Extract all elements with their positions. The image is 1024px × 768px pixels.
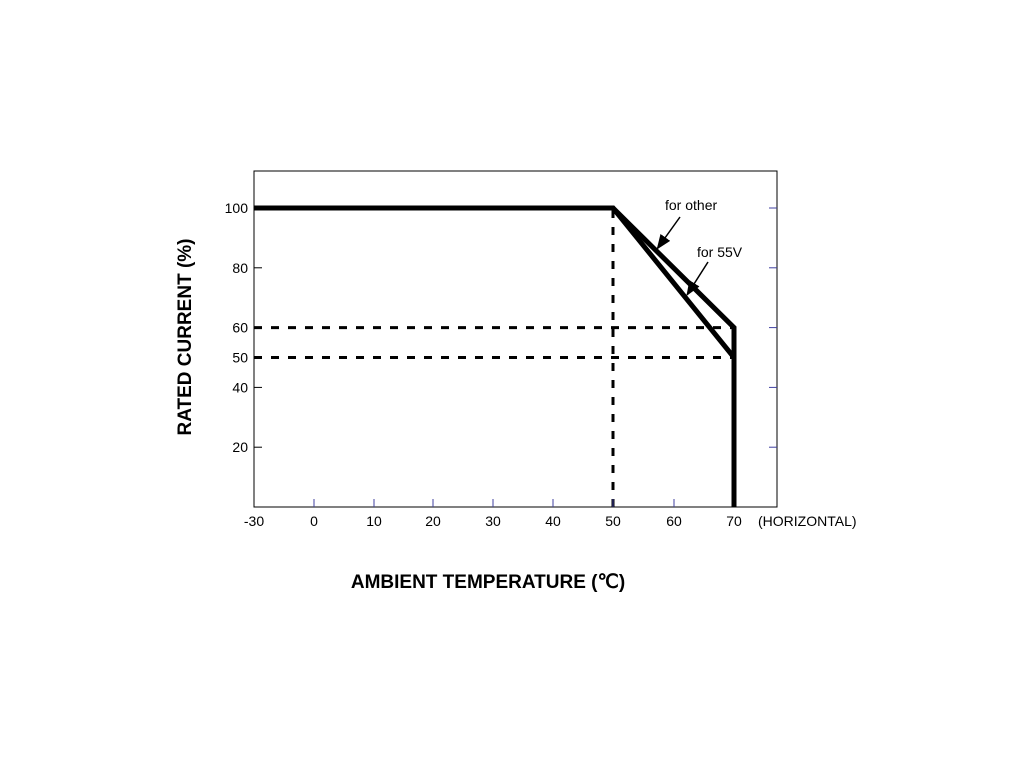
y-tick-label: 60 [232, 320, 248, 336]
x-tick-label: 60 [666, 513, 682, 529]
x-tick-label: -30 [244, 513, 264, 529]
x-axis-title: AMBIENT TEMPERATURE (℃) [351, 572, 625, 593]
reference-lines [254, 208, 734, 507]
axis-ticks [254, 207, 777, 507]
plot-frame [253, 170, 778, 508]
y-tick-label: 20 [232, 439, 248, 455]
annotation-label-1: for 55V [697, 244, 743, 260]
x-tick-label: 20 [425, 513, 441, 529]
annotation-arrow-1 [686, 261, 709, 296]
annotations: for other for 55V [656, 197, 743, 296]
y-tick-label: 40 [232, 379, 248, 395]
annotation-label-0: for other [665, 197, 717, 213]
x-tick-label: 50 [605, 513, 621, 529]
series-lines [254, 205, 737, 507]
y-tick-label: 80 [232, 260, 248, 276]
x-tick-label: 10 [366, 513, 382, 529]
x-tick-label: 40 [545, 513, 561, 529]
y-tick-label: 50 [232, 350, 248, 366]
x-tick-label: 0 [310, 513, 318, 529]
y-axis-title: RATED CURRENT (%) [175, 238, 196, 435]
y-tick-label: 100 [225, 200, 249, 216]
tick-labels: -30 0 10 20 30 40 50 60 70 20 40 50 60 80 100 [225, 200, 742, 529]
x-axis-suffix: (HORIZONTAL) [758, 513, 857, 529]
x-tick-label: 30 [485, 513, 501, 529]
annotation-arrow-0 [656, 216, 681, 250]
series-line-1 [254, 205, 737, 507]
x-tick-label: 70 [726, 513, 742, 529]
